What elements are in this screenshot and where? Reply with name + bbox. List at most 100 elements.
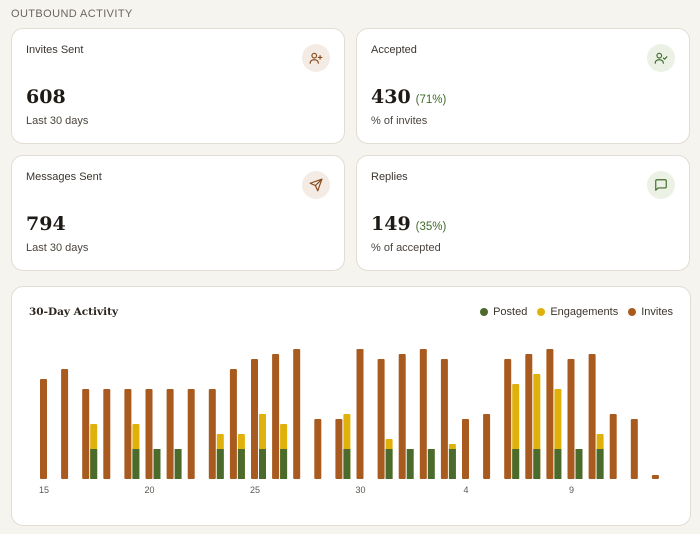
- x-tick-label: 4: [463, 485, 468, 495]
- day-group: [82, 389, 98, 479]
- invites-bar: [208, 389, 216, 479]
- section-title: OUTBOUND ACTIVITY: [11, 8, 133, 20]
- invites-bar: [166, 389, 174, 479]
- user-check-icon: [647, 44, 675, 72]
- invites-bar: [61, 369, 69, 479]
- day-group: [166, 389, 182, 479]
- day-group: [546, 349, 562, 479]
- legend-invites: Invites: [628, 306, 673, 318]
- day-group: [272, 354, 288, 479]
- replies-label: Replies: [371, 171, 408, 183]
- replies-pct: (35%): [415, 221, 447, 233]
- day-group: [609, 414, 617, 479]
- day-group: [651, 475, 659, 479]
- posted-bar: [406, 449, 414, 479]
- replies-value: 149: [371, 213, 411, 235]
- accepted-pct: (71%): [415, 94, 447, 106]
- invites-sent-value: 608: [26, 86, 66, 108]
- posted-bar: [343, 449, 351, 479]
- invites-bar: [609, 414, 617, 479]
- invites-bar: [525, 354, 533, 479]
- day-group: [145, 389, 161, 479]
- invites-bar: [229, 369, 237, 479]
- posted-bar: [448, 449, 456, 479]
- day-group: [630, 419, 638, 479]
- accepted-label: Accepted: [371, 44, 417, 56]
- posted-bar: [132, 449, 140, 479]
- invites-bar: [504, 359, 512, 479]
- replies-sub: % of accepted: [371, 242, 441, 254]
- day-group: [504, 359, 520, 479]
- chart-legend: Posted Engagements Invites: [480, 306, 673, 318]
- posted-bar: [153, 449, 161, 479]
- day-group: [462, 419, 469, 479]
- accepted-card: Accepted 430 (71%) % of invites: [356, 28, 690, 144]
- day-group: [293, 349, 301, 479]
- posted-bar: [533, 449, 541, 479]
- day-group: [229, 369, 245, 479]
- day-group: [356, 349, 364, 479]
- invites-bar: [272, 354, 280, 479]
- posted-bar: [554, 449, 562, 479]
- posted-bar: [575, 449, 583, 479]
- day-group: [124, 389, 140, 479]
- day-group: [335, 414, 351, 479]
- messages-sent-sub: Last 30 days: [26, 242, 89, 254]
- invites-sent-sub: Last 30 days: [26, 115, 89, 127]
- day-group: [419, 349, 435, 479]
- posted-bar: [90, 449, 98, 479]
- x-tick-label: 15: [39, 485, 49, 495]
- invites-bar: [124, 389, 132, 479]
- posted-bar: [427, 449, 435, 479]
- posted-bar: [280, 449, 288, 479]
- replies-card: Replies 149 (35%) % of accepted: [356, 155, 690, 271]
- day-group: [314, 419, 322, 479]
- day-group: [208, 389, 224, 479]
- user-plus-icon: [302, 44, 330, 72]
- posted-bar: [216, 449, 224, 479]
- messages-sent-value: 794: [26, 213, 66, 235]
- activity-chart: 15 20 25 30 4 9: [39, 349, 659, 495]
- chart-title: 30-Day Activity: [29, 306, 119, 318]
- x-tick-label: 20: [144, 485, 154, 495]
- invites-bar: [293, 349, 301, 479]
- messages-sent-card: Messages Sent 794 Last 30 days: [11, 155, 345, 271]
- posted-bar: [259, 449, 266, 479]
- activity-chart-card: 15 20 25 30 4 9 30-Day Activity Posted Engage…: [11, 286, 691, 526]
- invites-bar: [419, 349, 427, 479]
- invites-bar: [356, 349, 364, 479]
- legend-engagements: Engagements: [537, 306, 618, 318]
- invites-bar: [103, 389, 111, 479]
- day-group: [440, 359, 456, 479]
- invites-bar: [440, 359, 448, 479]
- invites-bar: [483, 414, 491, 479]
- invites-bar: [567, 359, 575, 479]
- day-group: [103, 389, 111, 479]
- x-tick-label: 9: [569, 485, 574, 495]
- day-group: [483, 414, 491, 479]
- day-group: [40, 379, 47, 479]
- invites-bar: [187, 389, 195, 479]
- day-group: [187, 389, 195, 479]
- accepted-sub: % of invites: [371, 115, 428, 127]
- x-tick-label: 25: [250, 485, 260, 495]
- legend-posted: Posted: [480, 306, 527, 318]
- invites-bar: [377, 359, 385, 479]
- invites-bar: [314, 419, 322, 479]
- invites-sent-label: Invites Sent: [26, 44, 84, 56]
- invites-sent-card: Invites Sent 608 Last 30 days: [11, 28, 345, 144]
- invites-bar: [651, 475, 659, 479]
- x-tick-label: 30: [355, 485, 365, 495]
- message-square-icon: [647, 171, 675, 199]
- posted-bar: [174, 449, 182, 479]
- invites-bar: [546, 349, 554, 479]
- invites-bar: [82, 389, 90, 479]
- invites-bar: [630, 419, 638, 479]
- invites-bar: [40, 379, 47, 479]
- day-group: [525, 354, 541, 479]
- day-group: [251, 359, 266, 479]
- posted-bar: [237, 449, 245, 479]
- accepted-value: 430: [371, 86, 411, 108]
- day-group: [588, 354, 604, 479]
- day-group: [61, 369, 69, 479]
